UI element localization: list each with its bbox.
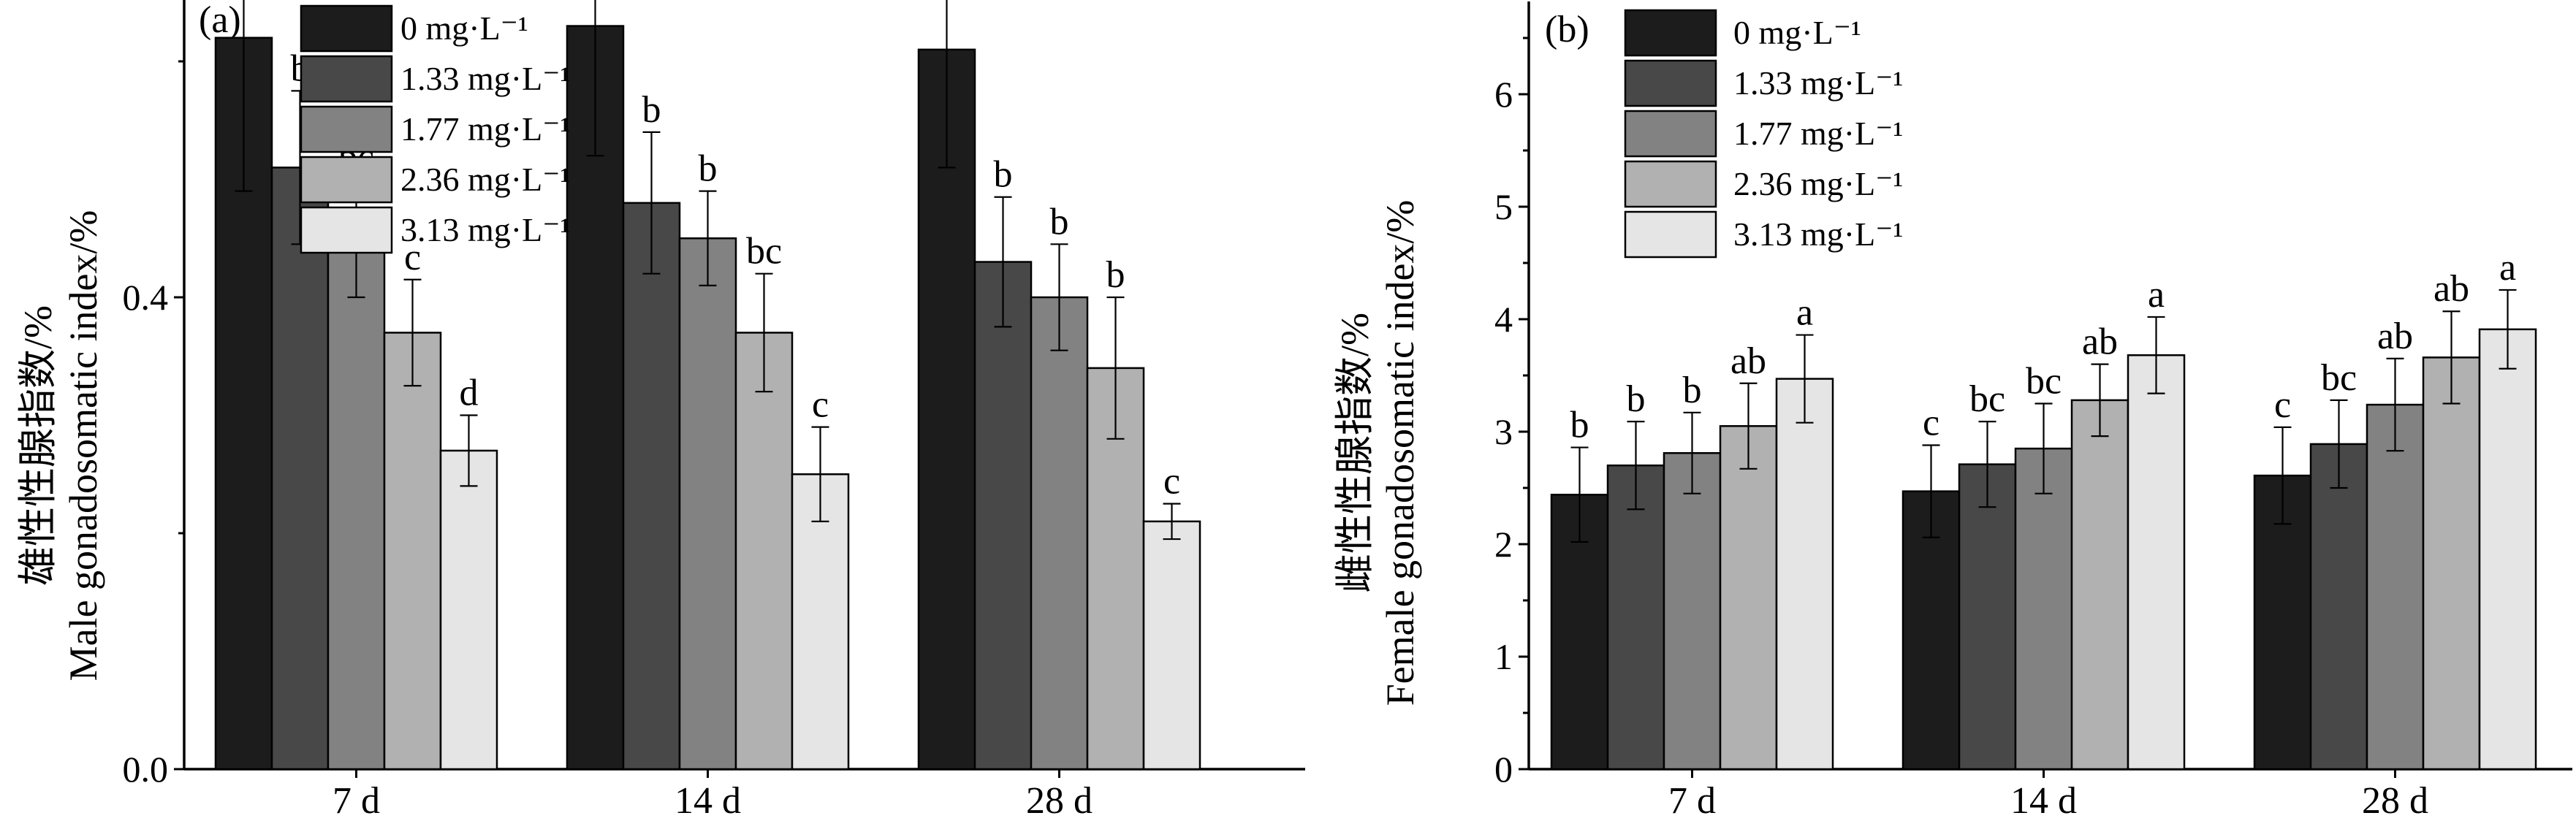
panel-a-bar	[327, 237, 386, 771]
panel-a-legend-label: 1.33 mg·L⁻¹	[400, 60, 570, 97]
panel-b-bar	[2070, 399, 2129, 771]
panel-b-significance-label: a	[2148, 274, 2165, 316]
panel-b-significance-label: ab	[1730, 340, 1766, 382]
panel-b-label: (b)	[1545, 9, 1589, 50]
panel-a-significance-label: b	[994, 154, 1013, 196]
panel-a-significance-label: b	[642, 89, 661, 131]
panel-b-y-tick-label: 5	[1494, 186, 1513, 227]
panel-b-legend-label: 1.77 mg·L⁻¹	[1733, 115, 1903, 152]
panel-b-bar	[2478, 328, 2537, 771]
panel-b-y-tick-label: 0	[1494, 749, 1513, 790]
panel-a-significance-label: b	[1106, 254, 1125, 296]
panel-b-significance-label: ab	[2082, 321, 2118, 363]
panel-a-y-tick-label: 0.4	[123, 277, 169, 318]
panel-b-significance-label: bc	[2321, 357, 2357, 399]
panel-a-legend-swatch	[300, 156, 393, 204]
panel-b-significance-label: ab	[2433, 268, 2469, 310]
panel-b-significance-label: b	[1627, 378, 1646, 420]
panel-b-bar	[1719, 425, 1778, 771]
panel-a-bar	[917, 48, 976, 771]
panel-b-legend-swatch	[1624, 9, 1717, 57]
panel-a-x-tick-label: 28 d	[1026, 780, 1093, 821]
panel-a-y-tick-label: 0.0	[123, 749, 169, 790]
panel-b-legend-swatch	[1624, 59, 1717, 107]
panel-b-x-tick-label: 14 d	[2010, 780, 2077, 821]
panel-b-significance-label: bc	[1969, 378, 2005, 420]
panel-a-bar	[439, 449, 498, 771]
panel-b-y-axis-title: 雌性性腺指数/% Female gonadosomatic index/%	[1333, 200, 1422, 706]
panel-a-y-axis-title: 雄性性腺指数/% Male gonadosomatic index/%	[16, 210, 105, 681]
panel-b-legend-swatch	[1624, 110, 1717, 158]
panel-b-legend-label: 2.36 mg·L⁻¹	[1733, 165, 1903, 202]
panel-b-y-tick-label: 1	[1494, 636, 1513, 677]
panel-a-legend-swatch	[300, 4, 393, 53]
panel-a-significance-label: b	[699, 148, 718, 190]
panel-a-legend-label: 3.13 mg·L⁻¹	[400, 211, 570, 248]
panel-a-significance-label: bc	[746, 231, 782, 272]
panel-a-significance-label: c	[812, 384, 829, 426]
panel-b-significance-label: c	[1923, 402, 1939, 443]
panel-b-bar	[2422, 356, 2481, 771]
panel-a-bar	[1030, 296, 1089, 771]
panel-a-legend-label: 2.36 mg·L⁻¹	[400, 161, 570, 198]
panel-b-bar	[1606, 464, 1665, 771]
panel-a-significance-label: c	[404, 237, 421, 278]
panel-b-x-tick-label: 28 d	[2362, 780, 2428, 821]
panel-a-bar	[1142, 520, 1201, 771]
panel-b-bar	[2127, 354, 2186, 771]
panel-a-legend-swatch	[300, 55, 393, 103]
panel-b-bar	[1663, 452, 1722, 771]
panel-b-legend-swatch	[1624, 160, 1717, 208]
panel-b-significance-label: a	[1796, 292, 1813, 334]
panel-b-bar	[2366, 403, 2425, 771]
panel-b-bar	[1958, 463, 2017, 771]
panel-b-significance-label: b	[1570, 405, 1589, 446]
panel-b-significance-label: c	[2274, 384, 2291, 426]
panel-b: (b) 雌性性腺指数/% Female gonadosomatic index/…	[1333, 1, 2572, 821]
panel-a-bar	[270, 167, 330, 771]
panel-b-y-tick-label: 6	[1494, 74, 1513, 115]
panel-a-legend-swatch	[300, 105, 393, 153]
panel-a-significance-label: b	[1050, 201, 1069, 243]
panel-b-x-tick-label: 7 d	[1668, 780, 1716, 821]
panel-b-legend-label: 0 mg·L⁻¹	[1733, 14, 1861, 51]
panel-a-significance-label: c	[1163, 461, 1180, 503]
panel-b-bar	[1775, 378, 1834, 771]
panel-b-y-tick-label: 2	[1494, 524, 1513, 565]
panel-b-significance-label: a	[2499, 247, 2516, 289]
panel-a-ylabel-cn: 雄性性腺指数/%	[16, 305, 60, 586]
panel-a-bar	[734, 332, 794, 771]
panel-b-significance-label: bc	[2026, 361, 2062, 402]
panel-a-bar	[973, 261, 1033, 771]
panel-b-legend-label: 1.33 mg·L⁻¹	[1733, 64, 1903, 102]
panel-a-legend-label: 0 mg·L⁻¹	[400, 9, 528, 47]
panel-a-legend-swatch	[300, 206, 393, 254]
panel-b-ylabel-en: Female gonadosomatic index/%	[1378, 200, 1422, 706]
panel-a-bar	[678, 237, 737, 771]
panel-b-significance-label: ab	[2377, 316, 2413, 357]
panel-b-significance-label: b	[1683, 370, 1702, 411]
panel-a-label: (a)	[199, 0, 241, 41]
panel-b-legend-swatch	[1624, 210, 1717, 259]
panel-a-bar	[791, 473, 850, 771]
panel-a-x-tick-label: 14 d	[675, 780, 741, 821]
panel-a-significance-label: d	[460, 373, 479, 414]
panel-a-bar	[622, 202, 681, 771]
panel-a: (a) 雄性性腺指数/% Male gonadosomatic index/% …	[16, 0, 1305, 821]
panel-b-bar	[2309, 443, 2368, 771]
panel-a-bar	[383, 332, 442, 771]
panel-b-y-tick-label: 4	[1494, 299, 1513, 340]
panel-b-legend-label: 3.13 mg·L⁻¹	[1733, 215, 1903, 253]
panel-b-ylabel-cn: 雌性性腺指数/%	[1333, 313, 1377, 593]
panel-a-x-tick-label: 7 d	[333, 780, 380, 821]
panel-a-legend-label: 1.77 mg·L⁻¹	[400, 110, 570, 148]
panel-a-ylabel-en: Male gonadosomatic index/%	[61, 210, 105, 681]
panel-b-y-tick-label: 3	[1494, 411, 1513, 452]
panel-b-bar	[2014, 447, 2073, 771]
